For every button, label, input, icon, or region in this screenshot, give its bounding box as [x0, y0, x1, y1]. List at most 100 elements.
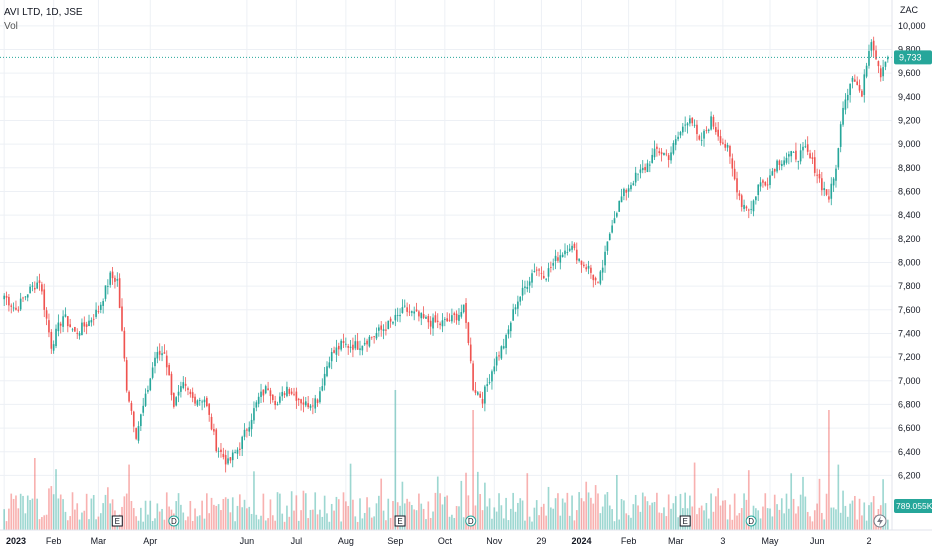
- candle-body[interactable]: [95, 309, 97, 317]
- candle-body[interactable]: [481, 399, 484, 404]
- candle-body[interactable]: [420, 312, 423, 319]
- candle-body[interactable]: [828, 196, 830, 200]
- candle-body[interactable]: [403, 305, 406, 307]
- candle-body[interactable]: [50, 331, 53, 349]
- candle-body[interactable]: [651, 154, 654, 163]
- candle-body[interactable]: [66, 316, 69, 327]
- candle-body[interactable]: [811, 157, 814, 159]
- candle-body[interactable]: [886, 57, 889, 60]
- candle-body[interactable]: [203, 399, 206, 403]
- candle-body[interactable]: [170, 373, 173, 396]
- candle-body[interactable]: [526, 286, 529, 289]
- candle-body[interactable]: [352, 344, 354, 350]
- candle-body[interactable]: [5, 295, 8, 298]
- candle-body[interactable]: [36, 282, 38, 289]
- candle-body[interactable]: [465, 303, 467, 323]
- candle-body[interactable]: [625, 189, 628, 193]
- candle-body[interactable]: [321, 386, 324, 391]
- candle-body[interactable]: [630, 185, 632, 190]
- candle-body[interactable]: [597, 281, 599, 283]
- candle-body[interactable]: [111, 271, 114, 279]
- candle-body[interactable]: [872, 40, 875, 51]
- candle-body[interactable]: [698, 135, 701, 140]
- candle-body[interactable]: [547, 268, 550, 277]
- candle-body[interactable]: [64, 314, 67, 317]
- candle-body[interactable]: [684, 124, 686, 126]
- candle-body[interactable]: [392, 321, 394, 324]
- candle-body[interactable]: [55, 328, 57, 347]
- candle-body[interactable]: [599, 271, 602, 284]
- candle-body[interactable]: [116, 279, 119, 281]
- candle-body[interactable]: [773, 168, 776, 172]
- candle-body[interactable]: [427, 316, 430, 323]
- candle-body[interactable]: [385, 329, 387, 331]
- candle-body[interactable]: [182, 382, 185, 389]
- candle-body[interactable]: [271, 394, 274, 401]
- candle-body[interactable]: [745, 206, 748, 209]
- candle-body[interactable]: [425, 316, 427, 319]
- volume-indicator-label[interactable]: Vol: [4, 21, 18, 32]
- candle-body[interactable]: [674, 139, 677, 145]
- candle-body[interactable]: [375, 333, 378, 339]
- candle-body[interactable]: [495, 356, 498, 366]
- candle-body[interactable]: [877, 61, 880, 67]
- candle-body[interactable]: [151, 367, 154, 378]
- candle-body[interactable]: [130, 403, 133, 411]
- candle-body[interactable]: [234, 452, 236, 453]
- candle-body[interactable]: [863, 74, 866, 95]
- candle-body[interactable]: [38, 280, 41, 284]
- candle-body[interactable]: [8, 296, 10, 306]
- candle-body[interactable]: [340, 340, 342, 350]
- candle-body[interactable]: [731, 158, 734, 169]
- candle-body[interactable]: [17, 309, 20, 311]
- candle-body[interactable]: [865, 65, 868, 77]
- candle-body[interactable]: [681, 126, 684, 133]
- candle-body[interactable]: [528, 281, 531, 286]
- candle-body[interactable]: [10, 305, 13, 307]
- candle-body[interactable]: [382, 329, 385, 331]
- candle-body[interactable]: [222, 453, 225, 458]
- candle-body[interactable]: [147, 390, 149, 392]
- candle-body[interactable]: [165, 355, 168, 368]
- candle-body[interactable]: [45, 310, 48, 319]
- candle-body[interactable]: [564, 250, 566, 255]
- candle-body[interactable]: [107, 286, 109, 287]
- candle-body[interactable]: [507, 329, 510, 335]
- candle-body[interactable]: [144, 393, 147, 406]
- candle-body[interactable]: [703, 130, 705, 139]
- candle-body[interactable]: [269, 390, 272, 397]
- candle-body[interactable]: [260, 391, 262, 397]
- candle-body[interactable]: [500, 346, 503, 359]
- candle-body[interactable]: [533, 271, 536, 272]
- candle-body[interactable]: [286, 386, 288, 397]
- candle-body[interactable]: [411, 311, 413, 313]
- candle-body[interactable]: [394, 314, 397, 321]
- candle-body[interactable]: [757, 184, 760, 195]
- candle-body[interactable]: [660, 152, 663, 155]
- candle-body[interactable]: [587, 265, 590, 269]
- candle-body[interactable]: [759, 182, 762, 187]
- candle-body[interactable]: [601, 267, 604, 273]
- candle-body[interactable]: [429, 320, 432, 327]
- candle-body[interactable]: [646, 163, 649, 173]
- candle-body[interactable]: [102, 301, 104, 306]
- candle-body[interactable]: [163, 352, 166, 354]
- candle-body[interactable]: [502, 346, 505, 349]
- candle-body[interactable]: [693, 124, 696, 126]
- candle-body[interactable]: [769, 175, 771, 186]
- candle-body[interactable]: [378, 327, 380, 331]
- candle-body[interactable]: [319, 391, 321, 403]
- candle-body[interactable]: [128, 391, 130, 402]
- candle-body[interactable]: [476, 392, 479, 395]
- candle-body[interactable]: [778, 160, 781, 165]
- candle-body[interactable]: [78, 333, 81, 336]
- candle-body[interactable]: [856, 81, 859, 86]
- candle-body[interactable]: [870, 42, 873, 51]
- candle-body[interactable]: [196, 400, 199, 406]
- candle-body[interactable]: [389, 318, 392, 322]
- candle-body[interactable]: [700, 139, 703, 141]
- candle-body[interactable]: [509, 322, 512, 332]
- candle-body[interactable]: [198, 400, 201, 401]
- candle-body[interactable]: [3, 295, 6, 300]
- candle-body[interactable]: [568, 248, 571, 251]
